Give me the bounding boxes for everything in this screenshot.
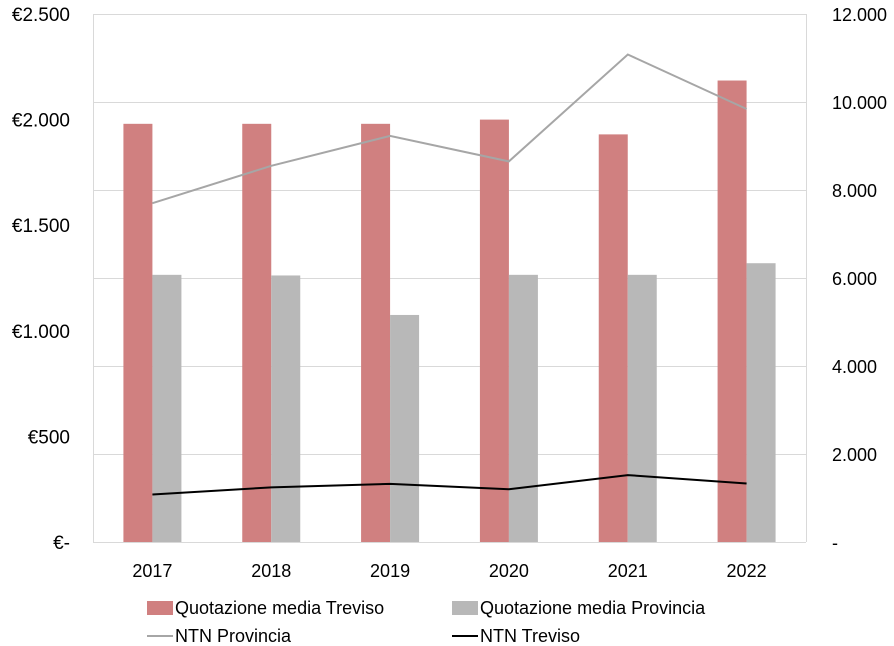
legend-label-ntn-treviso: NTN Treviso [480, 626, 580, 646]
right-tick-label: 12.000 [832, 5, 887, 25]
legend-swatch-quotazione-media-treviso [147, 601, 173, 615]
bar-quotazione-media-treviso-2020 [479, 119, 509, 542]
right-tick-label: 8.000 [832, 181, 877, 201]
plot-frame [93, 14, 807, 543]
x-tick-label: 2021 [608, 561, 648, 581]
right-tick-label: 4.000 [832, 357, 877, 377]
x-tick-label: 2017 [132, 561, 172, 581]
left-tick-label: €2.000 [12, 111, 70, 132]
x-tick-label: 2022 [727, 561, 767, 581]
left-tick-label: €500 [28, 427, 70, 448]
bar-quotazione-media-provincia-2019 [390, 314, 420, 542]
legend-label-ntn-provincia: NTN Provincia [175, 626, 292, 646]
bar-quotazione-media-treviso-2018 [242, 123, 272, 542]
line-ntn-provincia [152, 53, 748, 205]
left-axis-ticks: €- €500 €1.000 €1.500 €2.000 €2.500 [12, 5, 70, 554]
right-tick-label: - [832, 533, 838, 553]
right-tick-label: 10.000 [832, 93, 887, 113]
line-series [152, 53, 748, 496]
legend-label-quotazione-media-provincia: Quotazione media Provincia [480, 598, 706, 618]
x-tick-label: 2018 [251, 561, 291, 581]
left-tick-label: €1.500 [12, 216, 70, 237]
left-tick-label: €1.000 [12, 322, 70, 343]
bar-quotazione-media-provincia-2018 [271, 275, 301, 542]
bar-quotazione-media-treviso-2021 [598, 134, 628, 542]
x-tick-label: 2019 [370, 561, 410, 581]
gridlines [93, 14, 806, 455]
x-axis-ticks: 2017 2018 2019 2020 2021 2022 [132, 561, 766, 581]
left-tick-label: €2.500 [12, 5, 70, 26]
bar-quotazione-media-provincia-2021 [627, 274, 657, 542]
line-ntn-treviso [152, 474, 747, 496]
bar-quotazione-media-treviso-2022 [717, 80, 747, 542]
x-tick-label: 2020 [489, 561, 529, 581]
right-tick-label: 6.000 [832, 269, 877, 289]
bar-quotazione-media-treviso-2017 [123, 123, 153, 542]
bar-quotazione-media-treviso-2019 [361, 123, 391, 542]
bar-series [123, 80, 776, 542]
left-tick-label: €- [53, 533, 70, 554]
bar-quotazione-media-provincia-2017 [152, 274, 182, 542]
legend-swatch-quotazione-media-provincia [452, 601, 478, 615]
right-tick-label: 2.000 [832, 445, 877, 465]
legend-label-quotazione-media-treviso: Quotazione media Treviso [175, 598, 384, 618]
bar-quotazione-media-provincia-2020 [508, 274, 538, 542]
legend: Quotazione media Treviso Quotazione media… [147, 598, 706, 646]
right-axis-ticks: - 2.000 4.000 6.000 8.000 10.000 12.000 [832, 5, 887, 553]
bar-quotazione-media-provincia-2022 [746, 263, 776, 542]
